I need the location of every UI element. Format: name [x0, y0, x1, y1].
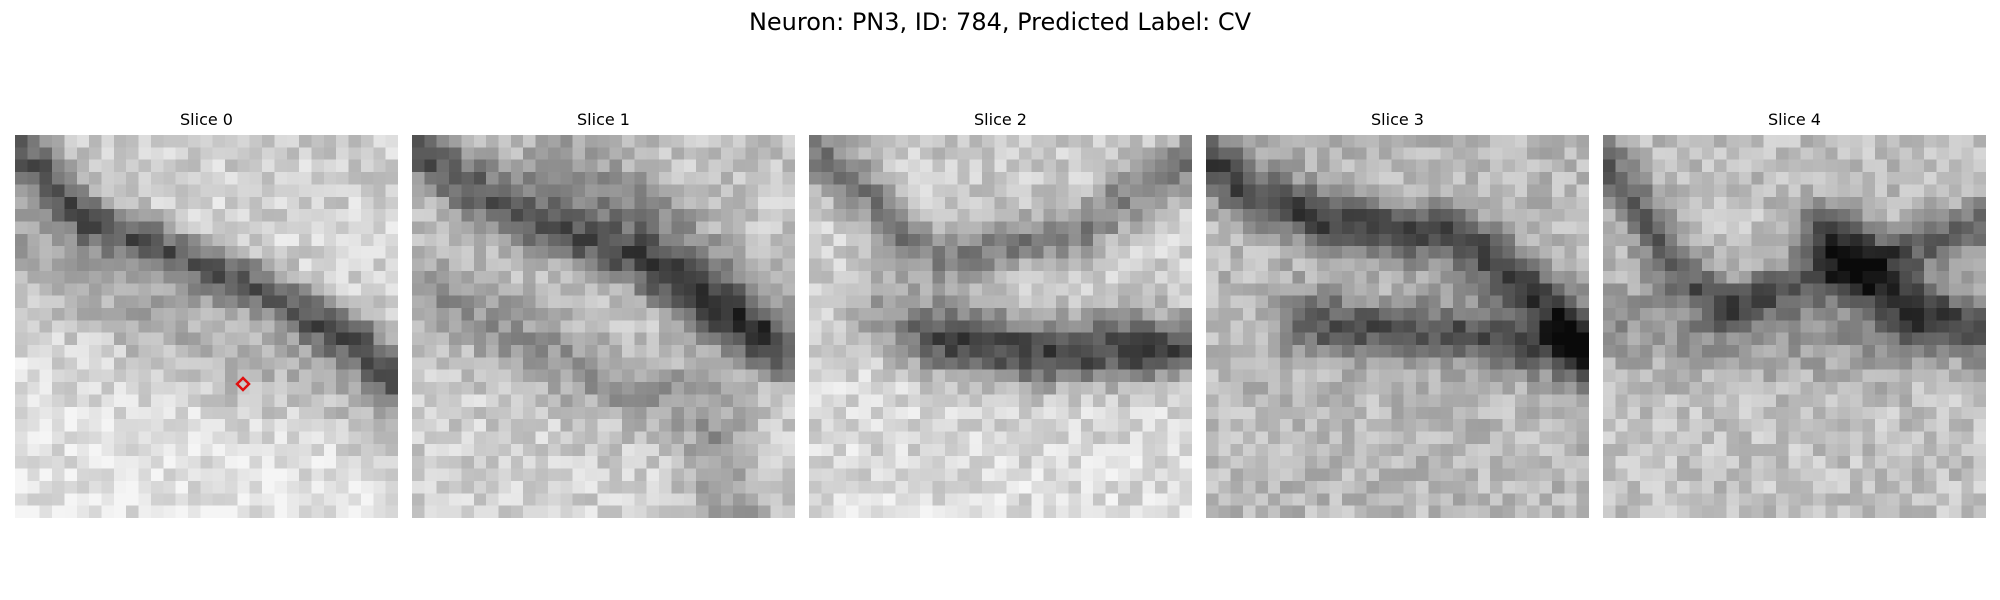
- slice-image: [809, 135, 1192, 518]
- slice-image: [412, 135, 795, 518]
- slice-image: [1206, 135, 1589, 518]
- slice-image: [15, 135, 398, 518]
- slice-title: Slice 1: [577, 110, 630, 129]
- slice-title: Slice 3: [1371, 110, 1424, 129]
- slice-panel-4: Slice 4: [1603, 108, 1986, 518]
- location-marker: [235, 376, 251, 392]
- slice-image: [1603, 135, 1986, 518]
- slice-title: Slice 2: [974, 110, 1027, 129]
- slice-title: Slice 4: [1768, 110, 1821, 129]
- slice-panel-1: Slice 1: [412, 108, 795, 518]
- figure-title: Neuron: PN3, ID: 784, Predicted Label: C…: [748, 8, 1252, 36]
- slice-panel-2: Slice 2: [809, 108, 1192, 518]
- slice-panel-3: Slice 3: [1206, 108, 1589, 518]
- slice-title: Slice 0: [180, 110, 233, 129]
- slice-panel-0: Slice 0: [15, 108, 398, 518]
